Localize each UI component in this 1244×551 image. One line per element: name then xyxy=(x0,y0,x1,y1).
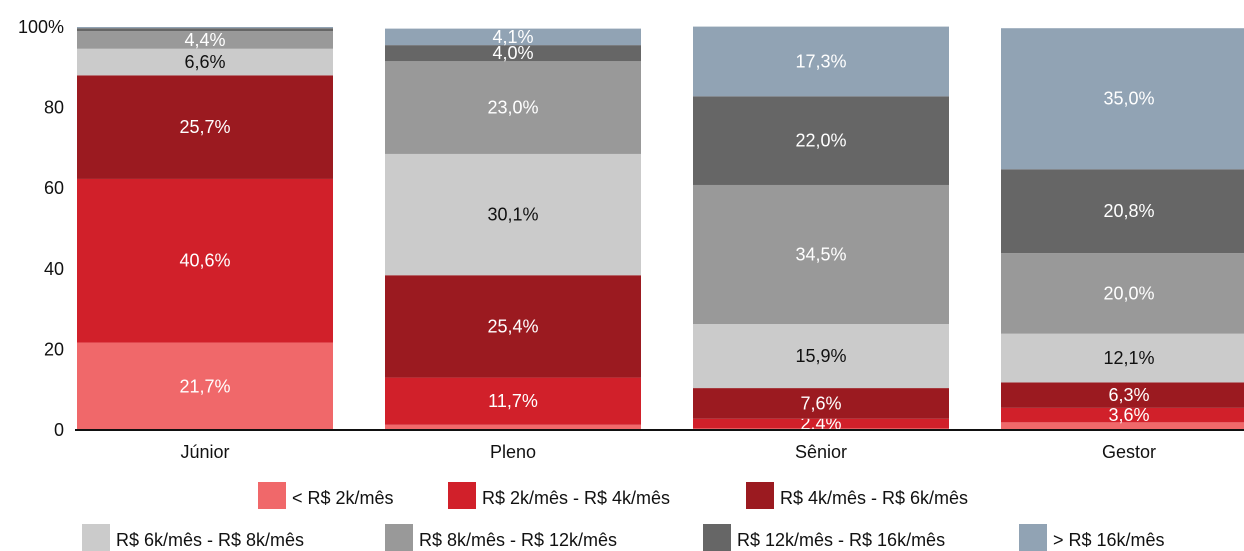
bar-segment xyxy=(77,27,333,29)
data-label: 25,4% xyxy=(487,316,538,336)
y-tick-label: 80 xyxy=(44,98,64,118)
data-label: 3,6% xyxy=(1108,405,1149,425)
bar-segment xyxy=(385,153,641,276)
bar-segment xyxy=(693,96,949,185)
x-tick-label: Sênior xyxy=(795,442,847,462)
x-tick-label: Gestor xyxy=(1102,442,1156,462)
legend-label: R$ 2k/mês - R$ 4k/mês xyxy=(482,488,670,508)
plot-area: 21,7% 40,6% 25,7% 6,6%4,4% 11,7% 25,4% 30,1% 23… xyxy=(77,26,1244,434)
bar-segment xyxy=(693,388,949,419)
bar-segment xyxy=(693,324,949,389)
legend-item: R$ 2k/mês - R$ 4k/mês xyxy=(448,482,670,509)
data-label: 4,1% xyxy=(492,27,533,47)
bar-segment xyxy=(385,275,641,378)
bar-segment xyxy=(1001,382,1244,408)
legend-label: R$ 12k/mês - R$ 16k/mês xyxy=(737,530,945,550)
data-label: 34,5% xyxy=(795,244,846,264)
data-label: 21,7% xyxy=(179,376,230,396)
bar-segment xyxy=(693,184,949,325)
bar-segment xyxy=(385,377,641,425)
legend-label: R$ 6k/mês - R$ 8k/mês xyxy=(116,530,304,550)
y-tick-label: 100% xyxy=(18,17,64,37)
x-axis: Júnior Pleno Sênior Gestor xyxy=(75,429,1244,462)
bar-segment xyxy=(77,75,333,179)
bar-segment xyxy=(1001,28,1244,170)
bar-segment xyxy=(1001,253,1244,334)
data-label: 12,1% xyxy=(1103,348,1154,368)
bar-segment xyxy=(77,342,333,430)
bar-segment xyxy=(77,48,333,76)
bar-segment xyxy=(1001,169,1244,254)
bar-segment xyxy=(1001,407,1244,423)
data-label: 6,3% xyxy=(1108,385,1149,405)
legend-item: R$ 6k/mês - R$ 8k/mês xyxy=(82,524,304,551)
legend-item: R$ 8k/mês - R$ 12k/mês xyxy=(385,524,617,551)
legend-swatch xyxy=(385,524,413,551)
bar-segment xyxy=(77,178,333,343)
legend-label: R$ 4k/mês - R$ 6k/mês xyxy=(780,488,968,508)
data-label: 6,6% xyxy=(184,52,225,72)
data-label: 30,1% xyxy=(487,205,538,225)
data-label: 23,0% xyxy=(487,98,538,118)
y-tick-label: 20 xyxy=(44,339,64,359)
data-label: 7,6% xyxy=(800,393,841,413)
legend-swatch xyxy=(258,482,286,509)
data-label: 35,0% xyxy=(1103,89,1154,109)
data-label: 20,0% xyxy=(1103,283,1154,303)
legend-swatch xyxy=(746,482,774,509)
x-tick-label: Júnior xyxy=(180,442,229,462)
data-label: 15,9% xyxy=(795,346,846,366)
bar-segment xyxy=(385,45,641,62)
y-tick-label: 40 xyxy=(44,259,64,279)
bar-segment xyxy=(1001,333,1244,383)
legend-swatch xyxy=(1019,524,1047,551)
legend-swatch xyxy=(82,524,110,551)
bar-segment xyxy=(1001,422,1244,430)
x-tick-label: Pleno xyxy=(490,442,536,462)
bar-segment xyxy=(385,424,641,430)
legend-label: > R$ 16k/mês xyxy=(1053,530,1165,550)
data-label: 40,6% xyxy=(179,251,230,271)
y-tick-label: 0 xyxy=(54,420,64,440)
data-label: 25,7% xyxy=(179,117,230,137)
bar-segment xyxy=(77,31,333,49)
bar-segment xyxy=(385,28,641,46)
legend: < R$ 2k/mês R$ 2k/mês - R$ 4k/mês R$ 4k/mê… xyxy=(82,482,1165,551)
data-label: 17,3% xyxy=(795,51,846,71)
legend-item: R$ 4k/mês - R$ 6k/mês xyxy=(746,482,968,509)
legend-item: R$ 12k/mês - R$ 16k/mês xyxy=(703,524,945,551)
bar-segment xyxy=(385,61,641,154)
y-axis: 0 20 40 60 80 100% xyxy=(18,17,64,440)
legend-swatch xyxy=(448,482,476,509)
legend-label: < R$ 2k/mês xyxy=(292,488,394,508)
data-label: 4,0% xyxy=(492,43,533,63)
data-label: 4,4% xyxy=(184,30,225,50)
data-label: 11,7% xyxy=(488,391,538,411)
y-tick-label: 60 xyxy=(44,178,64,198)
legend-item: < R$ 2k/mês xyxy=(258,482,394,509)
data-label: 22,0% xyxy=(795,131,846,151)
bar-segment xyxy=(693,26,949,97)
bar-segment xyxy=(77,28,333,32)
bar-segment xyxy=(693,418,949,429)
legend-item: > R$ 16k/mês xyxy=(1019,524,1165,551)
legend-label: R$ 8k/mês - R$ 12k/mês xyxy=(419,530,617,550)
data-label: 20,8% xyxy=(1103,201,1154,221)
legend-swatch xyxy=(703,524,731,551)
